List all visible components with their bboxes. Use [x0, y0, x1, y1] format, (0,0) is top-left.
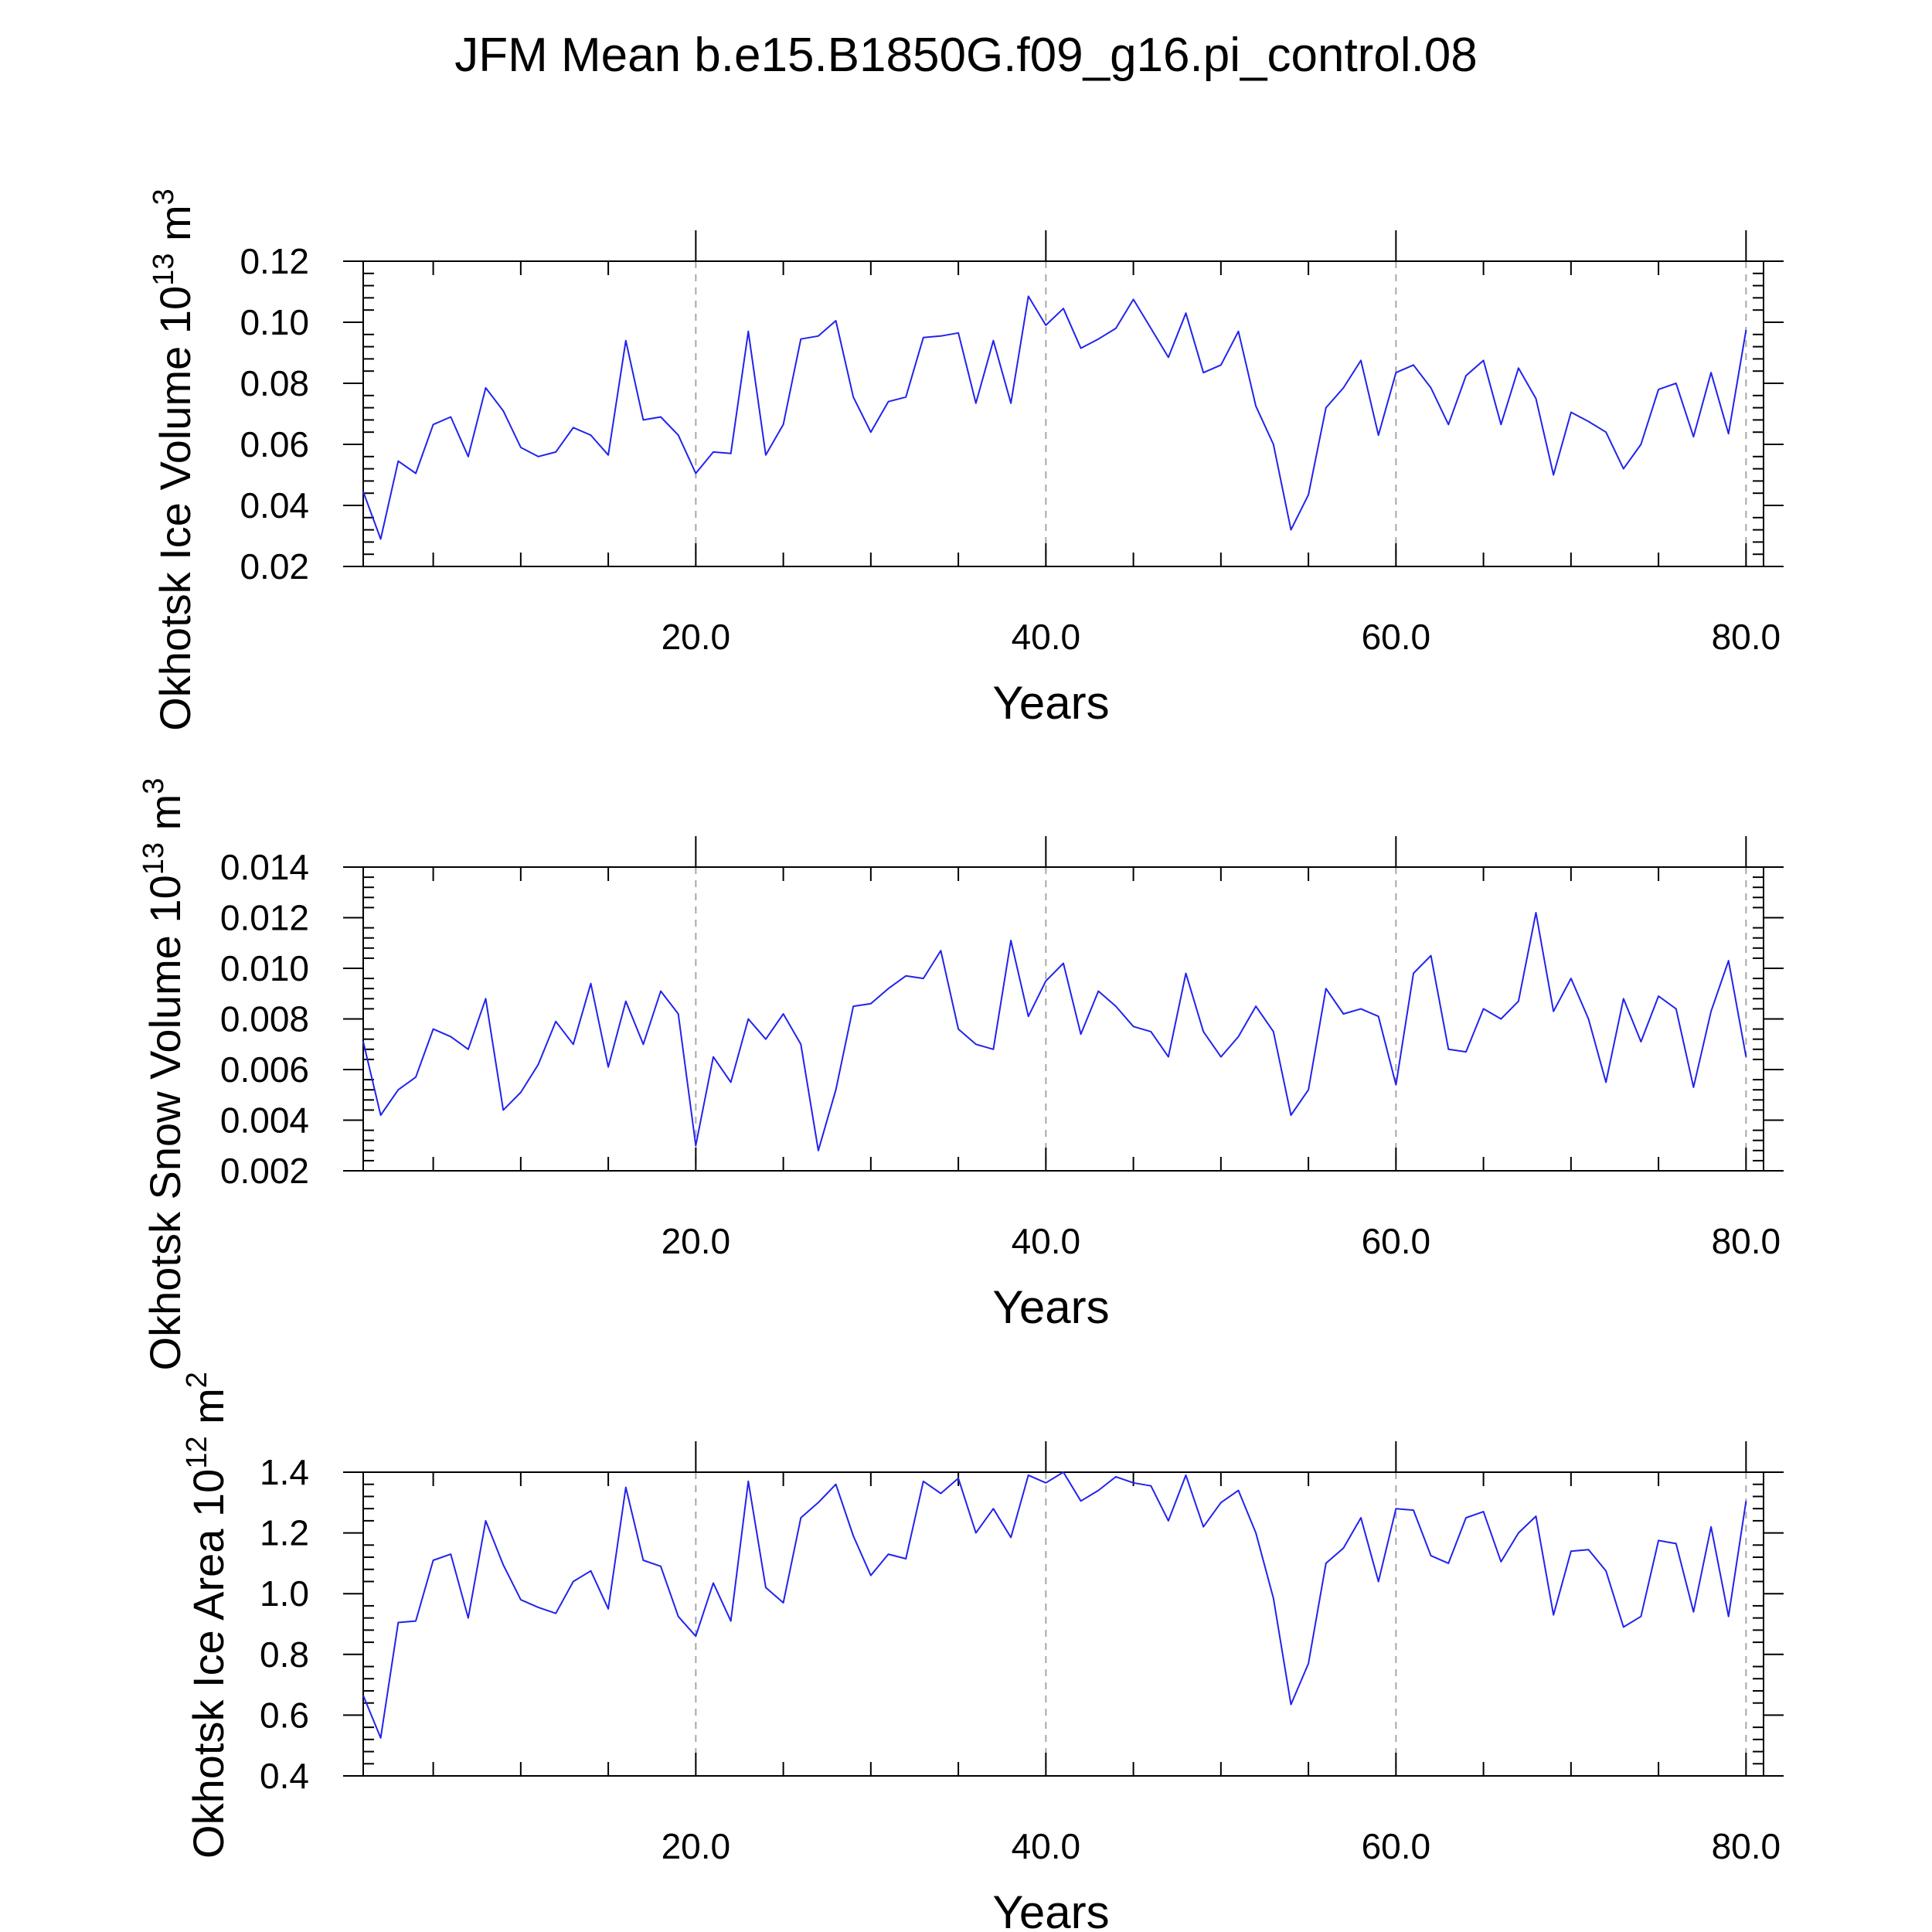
panel-ice-area: Okhotsk Ice Area 1012 m2 20.0 40.0 60.0 80.… [181, 1372, 1784, 1932]
x-tick-label: 40.0 [1012, 617, 1081, 657]
x-axis-label: Years [992, 1886, 1109, 1932]
svg-text:Okhotsk Ice Volume 1013 m3: Okhotsk Ice Volume 1013 m3 [148, 189, 199, 731]
y-tick-label: 0.010 [220, 948, 309, 988]
y-tick-label: 0.10 [240, 302, 309, 342]
y-tick-label: 0.8 [260, 1634, 309, 1675]
series-line [362, 1471, 1747, 1739]
y-tick-label: 0.6 [260, 1695, 309, 1735]
x-tick-label: 80.0 [1712, 617, 1781, 657]
y-tick-label: 0.002 [220, 1151, 309, 1191]
y-tick-label: 0.004 [220, 1100, 309, 1141]
x-tick-label: 60.0 [1362, 1826, 1431, 1866]
y-tick-label: 0.014 [220, 847, 309, 887]
y-tick-label: 0.4 [260, 1756, 309, 1796]
y-axis-label: Okhotsk Snow Volume 1013 m3 [138, 778, 189, 1371]
x-tick-label: 80.0 [1712, 1826, 1781, 1866]
y-tick-label: 0.12 [240, 241, 309, 281]
y-tick-label: 1.0 [260, 1573, 309, 1614]
x-tick-label: 40.0 [1012, 1826, 1081, 1866]
series-line [362, 295, 1747, 540]
svg-text:Okhotsk Snow Volume 1013 m3: Okhotsk Snow Volume 1013 m3 [138, 778, 189, 1371]
y-axis-label: Okhotsk Ice Area 1012 m2 [181, 1372, 233, 1859]
x-tick-label: 80.0 [1712, 1221, 1781, 1261]
x-axis-label: Years [992, 1281, 1109, 1333]
x-tick-label: 20.0 [662, 617, 731, 657]
x-tick-label: 40.0 [1012, 1221, 1081, 1261]
y-tick-label: 0.006 [220, 1049, 309, 1090]
x-tick-label: 60.0 [1362, 1221, 1431, 1261]
plot-frame [362, 260, 1764, 567]
y-tick-label: 0.06 [240, 424, 309, 464]
panel-ice-volume: Okhotsk Ice Volume 1013 m3 20.0 40.0 60.0 8… [148, 189, 1784, 731]
plot-frame [362, 1471, 1764, 1777]
y-tick-label: 0.008 [220, 999, 309, 1039]
x-tick-label: 20.0 [662, 1826, 731, 1866]
plot-frame [362, 866, 1764, 1172]
y-tick-label: 1.2 [260, 1513, 309, 1553]
x-axis-label: Years [992, 677, 1109, 729]
y-axis-label: Okhotsk Ice Volume 1013 m3 [148, 189, 199, 731]
svg-text:Okhotsk Ice Area 1012 m2: Okhotsk Ice Area 1012 m2 [181, 1372, 233, 1859]
x-tick-label: 60.0 [1362, 617, 1431, 657]
series-line [362, 912, 1747, 1151]
y-tick-label: 0.04 [240, 485, 309, 526]
y-tick-label: 0.012 [220, 898, 309, 938]
figure-title: JFM Mean b.e15.B1850G.f09_g16.pi_control… [454, 29, 1478, 82]
y-tick-label: 0.08 [240, 363, 309, 403]
y-tick-label: 0.02 [240, 546, 309, 587]
x-tick-label: 20.0 [662, 1221, 731, 1261]
panel-snow-volume: Okhotsk Snow Volume 1013 m3 20.0 40.0 60.0… [138, 778, 1784, 1371]
y-tick-label: 1.4 [260, 1452, 309, 1492]
